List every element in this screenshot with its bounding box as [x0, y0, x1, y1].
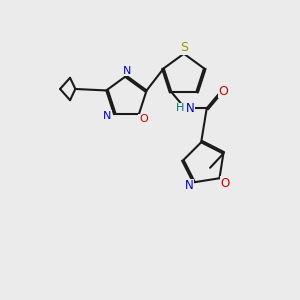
Text: O: O — [219, 85, 229, 98]
Text: N: N — [103, 111, 112, 121]
Text: S: S — [181, 41, 188, 54]
Text: H: H — [176, 103, 184, 113]
Text: O: O — [220, 177, 230, 190]
Text: O: O — [139, 115, 148, 124]
Text: N: N — [184, 179, 193, 192]
Text: N: N — [123, 66, 131, 76]
Text: N: N — [186, 102, 195, 115]
